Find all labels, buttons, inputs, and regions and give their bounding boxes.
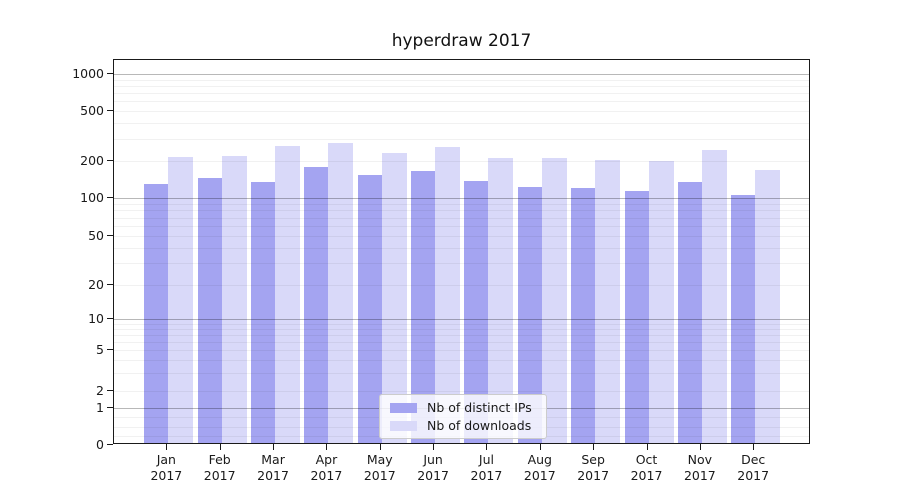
y-tick-20 — [107, 284, 113, 285]
y-tick-50 — [107, 235, 113, 236]
y-tick-500 — [107, 110, 113, 111]
bar-may-distinct-ips — [357, 175, 382, 443]
bar-oct-distinct-ips — [624, 190, 649, 443]
bar-oct-downloads — [648, 160, 674, 443]
x-tick-label-jul: Jul 2017 — [470, 452, 503, 483]
x-tick-label-may: May 2017 — [363, 452, 396, 483]
bar-nov-distinct-ips — [677, 181, 702, 443]
bar-nov-downloads — [701, 149, 727, 443]
gridline-800 — [114, 86, 809, 87]
x-tick-aug — [539, 444, 541, 450]
gridline-400 — [114, 123, 809, 124]
x-tick-label-dec: Dec 2017 — [737, 452, 770, 483]
x-tick-mar — [273, 444, 275, 450]
legend-item-downloads: Nb of downloads — [386, 418, 540, 433]
gridline-1000 — [114, 74, 809, 75]
x-tick-label-sep: Sep 2017 — [577, 452, 610, 483]
gridline-700 — [114, 93, 809, 94]
x-tick-dec — [753, 444, 755, 450]
x-tick-oct — [646, 444, 648, 450]
y-tick-label-100: 100 — [80, 189, 104, 205]
y-tick-label-50: 50 — [88, 227, 104, 243]
chart-title: hyperdraw 2017 — [391, 31, 532, 51]
x-tick-label-jan: Jan 2017 — [150, 452, 183, 483]
x-tick-label-apr: Apr 2017 — [310, 452, 343, 483]
bar-dec-distinct-ips — [731, 195, 756, 443]
bar-feb-downloads — [221, 155, 247, 443]
x-tick-label-aug: Aug 2017 — [523, 452, 556, 483]
y-tick-1000 — [107, 73, 113, 74]
y-tick-200 — [107, 160, 113, 161]
bar-mar-downloads — [275, 146, 301, 443]
legend-swatch-distinct-ips — [390, 402, 417, 413]
x-tick-label-nov: Nov 2017 — [683, 452, 716, 483]
bar-sep-distinct-ips — [571, 187, 596, 443]
x-tick-jul — [486, 444, 488, 450]
y-tick-0 — [107, 444, 113, 445]
y-tick-label-1: 1 — [96, 399, 104, 415]
bar-apr-distinct-ips — [304, 167, 329, 443]
x-tick-label-jun: Jun 2017 — [417, 452, 449, 483]
x-tick-may — [379, 444, 381, 450]
y-tick-label-500: 500 — [80, 102, 104, 118]
y-tick-2 — [107, 390, 113, 391]
plot-area: Nb of distinct IPs Nb of downloads — [113, 59, 810, 444]
x-tick-apr — [326, 444, 328, 450]
x-tick-nov — [699, 444, 701, 450]
bar-jun-downloads — [435, 147, 461, 443]
bar-mar-distinct-ips — [251, 182, 276, 443]
y-tick-label-1000: 1000 — [72, 65, 104, 81]
gridline-300 — [114, 139, 809, 140]
y-tick-1 — [107, 407, 113, 408]
y-tick-label-200: 200 — [80, 152, 104, 168]
y-tick-label-10: 10 — [88, 310, 104, 326]
bar-sep-downloads — [595, 159, 621, 443]
bar-feb-distinct-ips — [197, 177, 222, 443]
y-tick-label-20: 20 — [88, 276, 104, 292]
x-tick-feb — [219, 444, 221, 450]
bar-jan-downloads — [168, 156, 194, 443]
y-tick-5 — [107, 349, 113, 350]
gridline-500 — [114, 111, 809, 112]
x-tick-label-mar: Mar 2017 — [257, 452, 289, 483]
x-tick-sep — [593, 444, 595, 450]
x-tick-label-oct: Oct 2017 — [630, 452, 663, 483]
bar-apr-downloads — [328, 142, 354, 443]
bar-jan-distinct-ips — [144, 184, 169, 443]
legend-swatch-downloads — [390, 420, 417, 431]
legend-label-distinct-ips: Nb of distinct IPs — [427, 400, 532, 415]
legend-item-distinct-ips: Nb of distinct IPs — [386, 400, 540, 415]
legend: Nb of distinct IPs Nb of downloads — [379, 394, 547, 439]
x-tick-jun — [433, 444, 435, 450]
y-tick-label-2: 2 — [96, 382, 104, 398]
bar-dec-downloads — [755, 170, 781, 443]
y-tick-100 — [107, 197, 113, 198]
x-tick-label-feb: Feb 2017 — [203, 452, 236, 483]
x-tick-jan — [166, 444, 168, 450]
y-tick-10 — [107, 318, 113, 319]
y-tick-label-0: 0 — [96, 436, 104, 452]
y-tick-label-5: 5 — [96, 341, 104, 357]
legend-label-downloads: Nb of downloads — [427, 418, 532, 433]
gridline-900 — [114, 80, 809, 81]
gridline-600 — [114, 101, 809, 102]
